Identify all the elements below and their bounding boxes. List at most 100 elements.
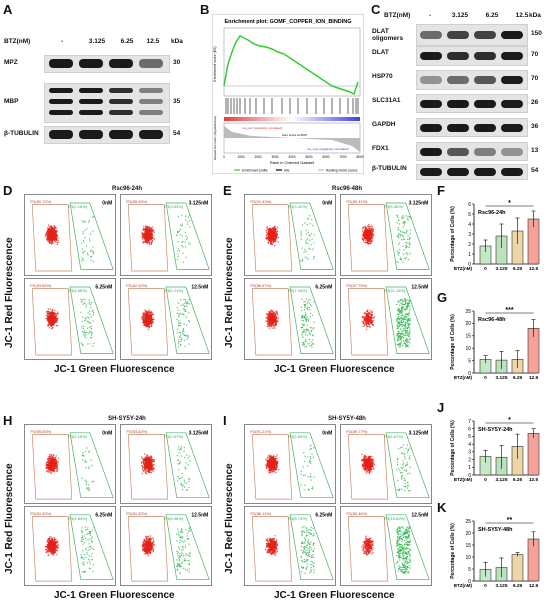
flow-gate-green [165, 432, 210, 498]
flow-event-dot [409, 319, 411, 322]
flow-event-dot [178, 452, 180, 454]
flow-event-dot [364, 228, 367, 230]
flow-event-dot [91, 333, 93, 335]
flow-event-dot [311, 343, 314, 345]
flow-event-dot [87, 221, 90, 223]
flow-scatter-plot: P2(85.55%)P3(2.16%) 0nM [24, 424, 116, 504]
flow-event-dot [188, 299, 191, 301]
flow-event-dot [364, 226, 367, 229]
flow-event-dot [82, 459, 84, 461]
flow-event-dot [55, 460, 58, 463]
flow-event-dot [87, 316, 89, 318]
flow-event-dot [89, 343, 92, 345]
flow-event-dot [301, 258, 304, 261]
flow-event-dot [81, 220, 83, 222]
flow-event-dot [366, 310, 369, 313]
gsea-xtick-label: 4000 [288, 155, 295, 159]
flow-event-dot [152, 230, 155, 232]
flow-event-dot [48, 226, 50, 228]
flow-event-dot [84, 319, 86, 322]
flow-event-dot [367, 225, 369, 227]
flow-event-dot [301, 298, 303, 300]
gsea-xlabel: Rank in Ordered Dataset [270, 160, 315, 165]
flow-event-dot [368, 235, 371, 237]
flow-event-dot [405, 318, 407, 320]
flow-red-gate-label: P2(85.55%) [30, 429, 52, 434]
flow-scatter-plot: P2(80.72%)P3(2.16%) 0nM [24, 194, 116, 276]
flow-event-dot [405, 343, 407, 346]
flow-event-dot [186, 324, 188, 327]
panel-c-band [420, 76, 442, 84]
panel-c-band [501, 168, 523, 176]
panel-a-band [109, 88, 133, 93]
flow-event-dot [370, 321, 372, 323]
flow-event-dot [92, 230, 94, 232]
flow-event-dot [311, 334, 314, 336]
flow-event-dot [55, 456, 57, 459]
panel-c-blot-strip [416, 46, 528, 66]
flow-event-dot [46, 312, 48, 314]
flow-event-dot [397, 344, 399, 346]
flow-event-dot [88, 467, 90, 470]
flow-event-dot [408, 246, 411, 248]
panel-label-c: C [371, 2, 381, 17]
flow-event-dot [407, 258, 410, 261]
flow-event-dot [365, 241, 367, 244]
flow-event-dot [147, 226, 149, 228]
flow-event-dot [404, 300, 406, 303]
flow-event-dot [88, 332, 90, 334]
flow-event-dot [189, 226, 191, 228]
flow-event-dot [365, 234, 368, 236]
flow-event-dot [371, 240, 373, 243]
flow-event-dot [93, 215, 95, 218]
flow-event-dot [181, 338, 183, 340]
flow-event-dot [48, 467, 50, 469]
flow-event-dot [404, 323, 407, 325]
flow-event-dot [56, 463, 59, 465]
panel-a-kda-header: kDa [171, 38, 183, 45]
flow-event-dot [52, 455, 54, 458]
flow-event-dot [301, 326, 304, 329]
panel-c-kda-value: 150 [531, 30, 542, 37]
gsea-enrichment-curve [223, 35, 359, 96]
flow-event-dot [189, 220, 191, 222]
flow-event-dot [179, 336, 182, 339]
flow-event-dot [308, 239, 311, 241]
flow-event-dot [51, 314, 53, 316]
flow-event-dot [88, 331, 91, 333]
flow-event-dot [270, 320, 272, 322]
flow-event-dot [301, 344, 304, 346]
flow-event-dot [404, 324, 406, 327]
flow-event-dot [47, 310, 49, 312]
flow-event-dot [177, 241, 179, 243]
flow-event-dot [399, 299, 402, 301]
flow-event-dot [92, 246, 94, 248]
flow-event-dot [85, 334, 87, 336]
flow-event-dot [56, 237, 58, 240]
gsea-legend: Enrichment profile Hits Ranking metric sco… [234, 169, 358, 173]
flow-gate-red [347, 204, 389, 272]
panel-label-e: E [223, 183, 232, 198]
flow-event-dot [406, 319, 408, 321]
flow-event-dot [185, 316, 188, 318]
flow-event-dot [312, 339, 314, 341]
flow-event-dot [364, 230, 366, 232]
flow-event-dot [51, 320, 53, 322]
flow-event-dot [50, 225, 53, 228]
flow-event-dot [308, 342, 310, 344]
flow-event-dot [270, 316, 272, 318]
flow-event-dot [143, 316, 145, 318]
flow-xlabel: JC-1 Green Fluorescence [54, 590, 175, 601]
flow-event-dot [366, 319, 368, 322]
flow-event-dot [148, 321, 150, 324]
flow-event-dot [147, 328, 150, 331]
flow-event-dot [92, 320, 95, 322]
flow-event-dot [402, 222, 404, 224]
flow-event-dot [53, 464, 56, 466]
flow-event-dot [405, 244, 407, 247]
flow-event-dot [408, 335, 410, 338]
flow-red-gate-label: P2(83.85%) [30, 283, 52, 288]
gsea-es-area [223, 27, 361, 97]
flow-event-dot [406, 229, 408, 231]
flow-event-dot [82, 252, 84, 254]
